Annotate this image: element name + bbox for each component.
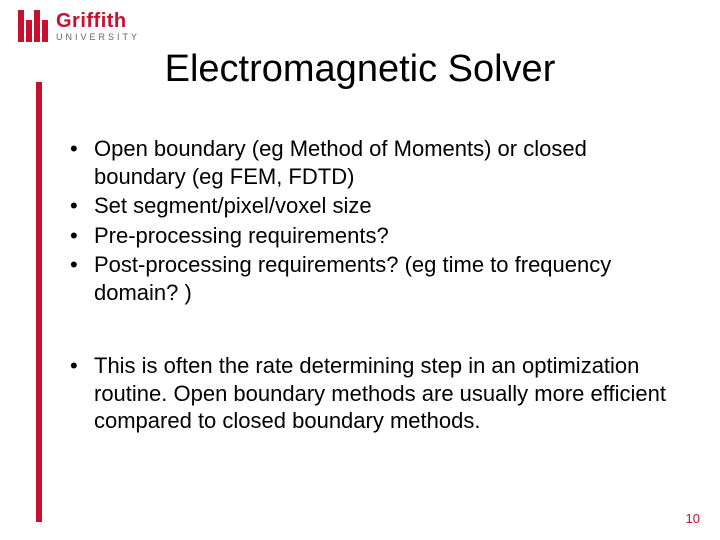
bullet-item: This is often the rate determining step … <box>68 352 670 435</box>
slide-body: Open boundary (eg Method of Moments) or … <box>68 135 670 437</box>
bullet-item: Pre-processing requirements? <box>68 222 670 250</box>
bullet-item: Open boundary (eg Method of Moments) or … <box>68 135 670 190</box>
bullet-item: Post-processing requirements? (eg time t… <box>68 251 670 306</box>
bullet-group-2: This is often the rate determining step … <box>68 352 670 435</box>
logo-text: Griffith UNIVERSITY <box>56 11 140 42</box>
page-number: 10 <box>686 511 700 526</box>
vertical-accent-rule <box>36 82 42 522</box>
bullet-item: Set segment/pixel/voxel size <box>68 192 670 220</box>
logo-name: Griffith <box>56 11 140 31</box>
logo-subtitle: UNIVERSITY <box>56 33 140 42</box>
bullet-group-1: Open boundary (eg Method of Moments) or … <box>68 135 670 306</box>
slide-title: Electromagnetic Solver <box>0 48 720 91</box>
university-logo: Griffith UNIVERSITY <box>18 10 140 42</box>
logo-mark-icon <box>18 10 48 42</box>
slide: Griffith UNIVERSITY Electromagnetic Solv… <box>0 0 720 540</box>
